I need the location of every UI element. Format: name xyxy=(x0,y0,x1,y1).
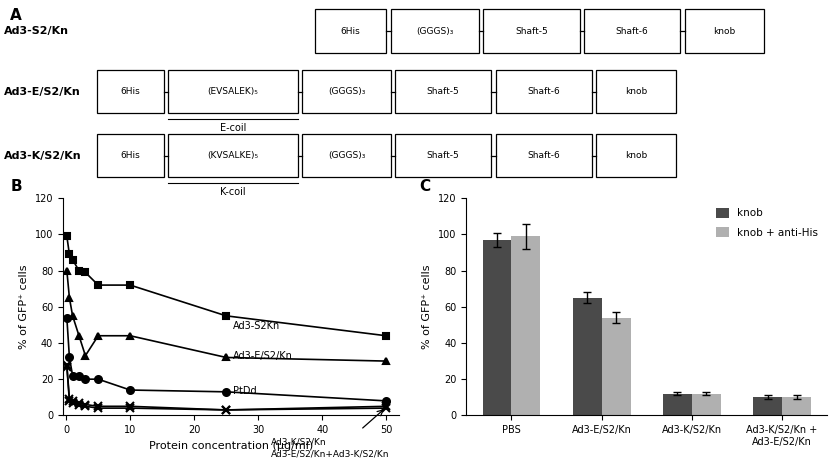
Text: Ad3-S2Kn: Ad3-S2Kn xyxy=(233,320,280,330)
Text: B: B xyxy=(11,179,23,194)
Bar xyxy=(782,397,811,415)
Text: Ad3-K/S2/Kn: Ad3-K/S2/Kn xyxy=(271,437,327,446)
Text: K-coil: K-coil xyxy=(220,187,246,197)
Text: Ad3-E/S2/Kn+Ad3-K/S2/Kn: Ad3-E/S2/Kn+Ad3-K/S2/Kn xyxy=(271,450,390,459)
Text: 6His: 6His xyxy=(120,151,140,160)
Bar xyxy=(483,240,512,415)
Text: (EVSALEK)₅: (EVSALEK)₅ xyxy=(207,87,259,96)
Text: Ad3-S2/Kn: Ad3-S2/Kn xyxy=(4,26,69,36)
Text: C: C xyxy=(419,179,430,194)
Bar xyxy=(496,70,592,113)
Bar xyxy=(601,318,631,415)
Bar xyxy=(685,9,764,53)
Text: Ad3-E/S2/Kn: Ad3-E/S2/Kn xyxy=(233,351,292,361)
Bar xyxy=(315,9,386,53)
Text: (GGGS)₃: (GGGS)₃ xyxy=(328,87,365,96)
Bar xyxy=(97,134,164,177)
Bar xyxy=(512,236,540,415)
Text: 6His: 6His xyxy=(341,26,360,36)
Text: Shaft-6: Shaft-6 xyxy=(616,26,648,36)
Bar xyxy=(483,9,580,53)
Bar xyxy=(395,70,491,113)
Bar xyxy=(753,397,782,415)
Text: knob: knob xyxy=(713,26,736,36)
Text: Shaft-5: Shaft-5 xyxy=(515,26,548,36)
Bar xyxy=(663,394,692,415)
Bar xyxy=(302,134,391,177)
Text: knob: knob xyxy=(625,151,648,160)
Bar xyxy=(302,70,391,113)
Text: knob: knob xyxy=(625,87,648,96)
Bar xyxy=(391,9,479,53)
Text: E-coil: E-coil xyxy=(220,123,246,133)
Text: Shaft-6: Shaft-6 xyxy=(528,151,560,160)
Bar xyxy=(97,70,164,113)
Text: Ad3-E/S2/Kn: Ad3-E/S2/Kn xyxy=(4,86,81,97)
Bar xyxy=(584,9,680,53)
Bar xyxy=(596,70,676,113)
Text: Shaft-6: Shaft-6 xyxy=(528,87,560,96)
Legend: knob, knob + anti-His: knob, knob + anti-His xyxy=(712,203,822,242)
Y-axis label: % of GFP⁺ cells: % of GFP⁺ cells xyxy=(423,264,433,349)
Text: PtDd: PtDd xyxy=(233,386,256,396)
Text: Ad3-K/S2/Kn: Ad3-K/S2/Kn xyxy=(4,151,81,161)
Text: Shaft-5: Shaft-5 xyxy=(427,151,459,160)
Text: (GGGS)₃: (GGGS)₃ xyxy=(328,151,365,160)
Text: A: A xyxy=(10,8,22,23)
Bar xyxy=(596,134,676,177)
Bar xyxy=(168,70,298,113)
Bar xyxy=(168,134,298,177)
Bar xyxy=(395,134,491,177)
X-axis label: Protein concentration (μg/ml): Protein concentration (μg/ml) xyxy=(149,441,313,451)
Bar xyxy=(496,134,592,177)
Text: 6His: 6His xyxy=(120,87,140,96)
Bar xyxy=(692,394,721,415)
Text: (GGGS)₃: (GGGS)₃ xyxy=(416,26,454,36)
Text: (KVSALKE)₅: (KVSALKE)₅ xyxy=(207,151,259,160)
Text: Shaft-5: Shaft-5 xyxy=(427,87,459,96)
Bar xyxy=(573,298,601,415)
Y-axis label: % of GFP⁺ cells: % of GFP⁺ cells xyxy=(19,264,29,349)
